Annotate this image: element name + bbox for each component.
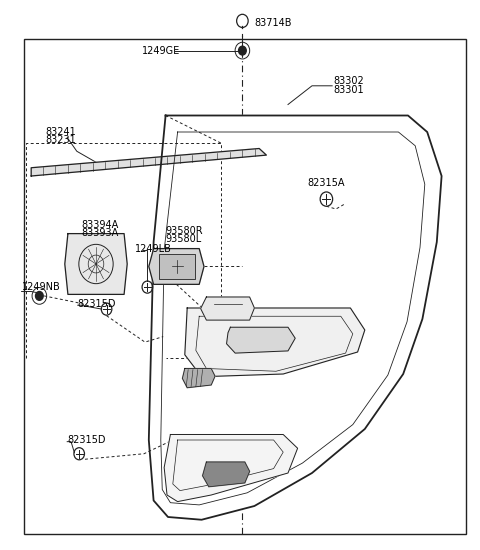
Polygon shape — [227, 327, 295, 353]
Polygon shape — [149, 249, 204, 284]
Circle shape — [36, 292, 43, 300]
Polygon shape — [149, 116, 442, 520]
Polygon shape — [31, 148, 266, 176]
Polygon shape — [185, 308, 365, 377]
Polygon shape — [164, 434, 298, 502]
Text: 93580R: 93580R — [166, 226, 203, 236]
Text: 83393A: 83393A — [82, 228, 119, 238]
Text: 82315A: 82315A — [307, 178, 345, 188]
Text: 82315D: 82315D — [78, 299, 116, 309]
Circle shape — [239, 46, 246, 55]
Polygon shape — [182, 368, 215, 388]
Polygon shape — [203, 462, 250, 487]
Text: 83302: 83302 — [334, 76, 364, 86]
Text: 83241: 83241 — [46, 127, 76, 137]
Text: 83301: 83301 — [334, 85, 364, 95]
Text: 82315D: 82315D — [67, 435, 106, 445]
Text: 1249GE: 1249GE — [142, 46, 180, 56]
Text: 1249LB: 1249LB — [135, 244, 172, 254]
Polygon shape — [65, 234, 127, 294]
Text: 83394A: 83394A — [82, 221, 119, 230]
Text: 83231: 83231 — [46, 135, 76, 145]
Text: 83714B: 83714B — [254, 18, 292, 28]
Polygon shape — [201, 297, 254, 320]
Text: 93580L: 93580L — [166, 234, 202, 244]
Text: 1249NB: 1249NB — [22, 282, 60, 292]
Bar — [159, 254, 195, 279]
